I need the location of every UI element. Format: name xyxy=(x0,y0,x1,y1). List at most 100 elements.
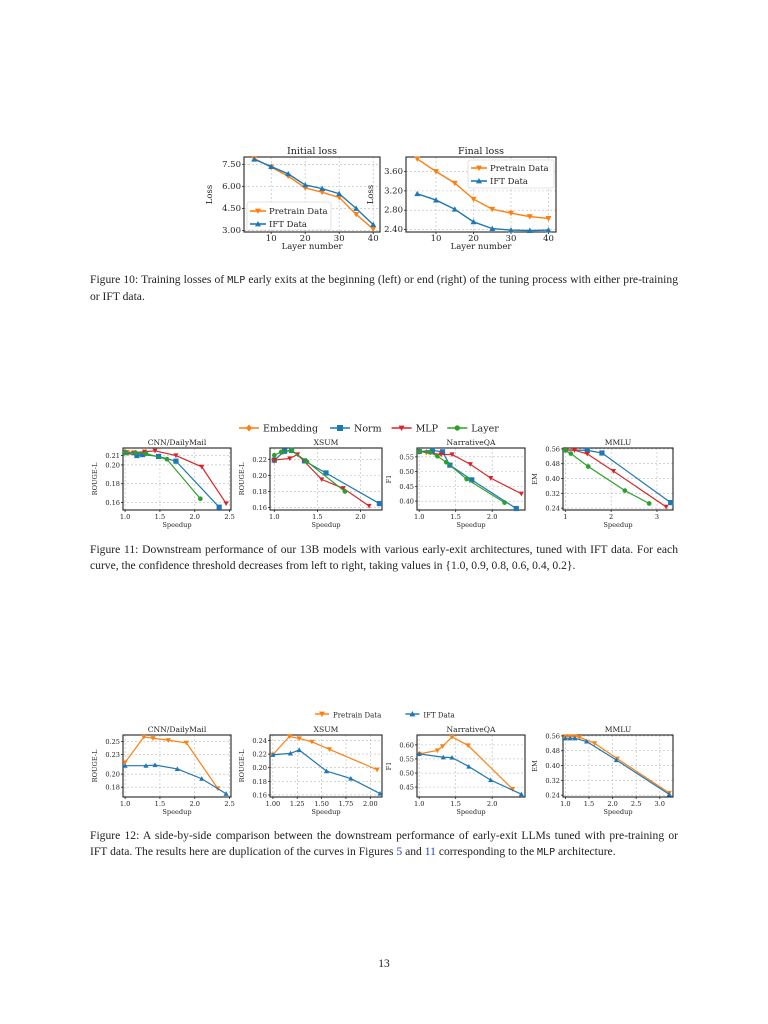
svg-text:2.00: 2.00 xyxy=(363,800,378,808)
svg-text:Speedup: Speedup xyxy=(162,521,191,529)
svg-text:Layer number: Layer number xyxy=(282,242,344,252)
svg-text:0.40: 0.40 xyxy=(545,762,560,770)
figure-10: Initial loss 3.00 4.50 6.00 7.50 10 20 30 40 Laye… xyxy=(205,146,557,252)
svg-text:0.45: 0.45 xyxy=(399,784,414,792)
svg-text:1.0: 1.0 xyxy=(120,800,131,808)
svg-text:ROUGE-L: ROUGE-L xyxy=(91,462,99,495)
figure-11: Embedding Norm MLP Layer CNN/DailyMail 0.16 0… xyxy=(91,424,674,529)
svg-text:NarrativeQA: NarrativeQA xyxy=(447,725,496,734)
svg-text:XSUM: XSUM xyxy=(314,438,339,447)
svg-text:0.16: 0.16 xyxy=(252,504,267,512)
svg-text:0.16: 0.16 xyxy=(105,499,120,507)
svg-text:2.5: 2.5 xyxy=(631,800,642,808)
svg-text:IFT Data: IFT Data xyxy=(423,712,454,720)
svg-text:Speedup: Speedup xyxy=(456,521,485,529)
svg-text:0.24: 0.24 xyxy=(252,737,267,745)
svg-text:1.5: 1.5 xyxy=(450,513,461,521)
svg-text:3: 3 xyxy=(655,513,659,521)
svg-text:2.5: 2.5 xyxy=(224,513,235,521)
svg-text:2.0: 2.0 xyxy=(607,800,618,808)
figure-5-link[interactable]: 5 xyxy=(396,845,403,858)
svg-text:30: 30 xyxy=(506,234,517,244)
svg-text:3.00: 3.00 xyxy=(222,226,241,236)
svg-text:3.60: 3.60 xyxy=(384,167,403,177)
svg-text:1.5: 1.5 xyxy=(155,800,166,808)
svg-text:0.21: 0.21 xyxy=(105,452,120,460)
svg-text:1.5: 1.5 xyxy=(584,800,595,808)
svg-text:Pretrain Data: Pretrain Data xyxy=(269,207,328,217)
svg-text:0.48: 0.48 xyxy=(545,460,560,468)
svg-text:6.00: 6.00 xyxy=(222,182,241,192)
svg-text:1.50: 1.50 xyxy=(314,800,329,808)
svg-text:EM: EM xyxy=(531,760,539,772)
svg-text:Speedup: Speedup xyxy=(456,808,485,816)
svg-text:30: 30 xyxy=(334,234,345,244)
chart-narrativeqa: NarrativeQA 0.45 0.50 0.55 0.60 1.0 1.5 2.0Spee… xyxy=(385,725,526,816)
svg-text:1.5: 1.5 xyxy=(155,513,166,521)
svg-text:1.0: 1.0 xyxy=(120,513,131,521)
svg-text:Final loss: Final loss xyxy=(458,146,504,157)
svg-text:3.0: 3.0 xyxy=(655,800,666,808)
figure-11-caption: Figure 11: Downstream performance of our… xyxy=(90,543,678,572)
figure-11-link[interactable]: 11 xyxy=(424,845,436,858)
svg-text:CNN/DailyMail: CNN/DailyMail xyxy=(148,438,207,447)
svg-text:ROUGE-L: ROUGE-L xyxy=(238,749,246,782)
svg-text:Initial loss: Initial loss xyxy=(287,146,337,157)
svg-text:Norm: Norm xyxy=(354,424,382,435)
figure-11-legend: Embedding Norm MLP Layer xyxy=(239,424,499,435)
svg-text:0.40: 0.40 xyxy=(545,475,560,483)
svg-text:0.55: 0.55 xyxy=(399,755,414,763)
svg-text:0.32: 0.32 xyxy=(545,490,560,498)
svg-text:EM: EM xyxy=(531,473,539,485)
code-mlp: MLP xyxy=(227,275,246,286)
figure-12-legend: Pretrain Data IFT Data xyxy=(315,711,455,720)
svg-text:0.18: 0.18 xyxy=(105,784,120,792)
svg-text:ROUGE-L: ROUGE-L xyxy=(91,749,99,782)
chart-cnn-dailymail: CNN/DailyMail 0.16 0.18 0.200.21 1.0 1.5 2.0 2.… xyxy=(91,438,235,529)
svg-text:2.0: 2.0 xyxy=(355,513,366,521)
svg-text:Pretrain Data: Pretrain Data xyxy=(490,164,549,174)
svg-text:0.56: 0.56 xyxy=(545,732,560,740)
svg-text:IFT Data: IFT Data xyxy=(269,220,307,230)
svg-text:Loss: Loss xyxy=(366,185,376,205)
svg-text:0.20: 0.20 xyxy=(252,472,267,480)
svg-text:1.25: 1.25 xyxy=(290,800,305,808)
svg-text:40: 40 xyxy=(543,234,554,244)
code-mlp: MLP xyxy=(537,847,556,858)
svg-text:0.55: 0.55 xyxy=(399,453,414,461)
svg-text:F1: F1 xyxy=(385,475,393,484)
svg-text:0.45: 0.45 xyxy=(399,483,414,491)
svg-text:0.22: 0.22 xyxy=(252,751,267,759)
svg-text:Embedding: Embedding xyxy=(263,424,318,435)
svg-text:10: 10 xyxy=(266,234,277,244)
svg-text:0.20: 0.20 xyxy=(105,771,120,779)
svg-text:F1: F1 xyxy=(385,762,393,771)
svg-text:0.18: 0.18 xyxy=(105,480,120,488)
svg-text:20: 20 xyxy=(468,234,479,244)
svg-text:0.18: 0.18 xyxy=(252,488,267,496)
svg-text:1.0: 1.0 xyxy=(269,513,280,521)
svg-text:3.20: 3.20 xyxy=(384,186,403,196)
svg-text:0.48: 0.48 xyxy=(545,747,560,755)
svg-text:2.0: 2.0 xyxy=(487,513,498,521)
svg-text:XSUM: XSUM xyxy=(314,725,339,734)
svg-text:0.24: 0.24 xyxy=(545,505,560,513)
svg-text:Speedup: Speedup xyxy=(311,521,340,529)
svg-text:2.80: 2.80 xyxy=(384,206,403,216)
svg-text:0.16: 0.16 xyxy=(252,791,267,799)
svg-text:0.23: 0.23 xyxy=(105,751,120,759)
svg-text:MMLU: MMLU xyxy=(605,725,632,734)
svg-text:1.75: 1.75 xyxy=(339,800,354,808)
svg-text:1.5: 1.5 xyxy=(312,513,323,521)
svg-text:2.0: 2.0 xyxy=(190,800,201,808)
svg-text:2.5: 2.5 xyxy=(224,800,235,808)
svg-text:2.40: 2.40 xyxy=(384,225,403,235)
svg-text:1.0: 1.0 xyxy=(414,800,425,808)
svg-text:NarrativeQA: NarrativeQA xyxy=(447,438,496,447)
chart-mmlu: MMLU 0.24 0.32 0.40 0.48 0.56 1.0 1.5 2.0 2.5 3.0 S… xyxy=(531,725,674,816)
svg-text:IFT Data: IFT Data xyxy=(490,177,528,187)
page-number: 13 xyxy=(378,958,390,970)
svg-text:0.50: 0.50 xyxy=(399,770,414,778)
svg-text:Loss: Loss xyxy=(205,185,215,205)
svg-text:0.32: 0.32 xyxy=(545,777,560,785)
